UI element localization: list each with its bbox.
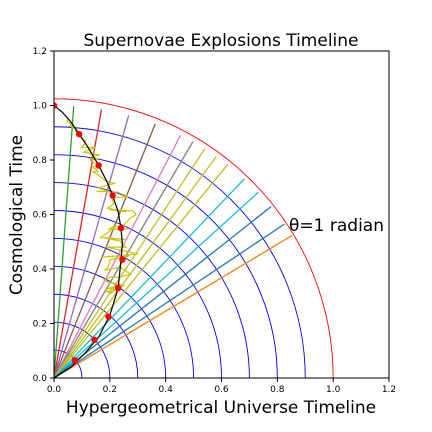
supernova-point <box>115 284 122 292</box>
radial-line <box>54 123 156 378</box>
radial-line <box>54 223 285 378</box>
circle-arc <box>54 98 334 378</box>
y-tick-label: 1.0 <box>33 102 48 112</box>
x-tick-label: 0.6 <box>214 385 229 395</box>
circle-arc <box>54 210 222 378</box>
radial-line <box>54 235 293 378</box>
circle-arc <box>54 237 195 378</box>
y-tick-label: 0.8 <box>33 156 48 166</box>
supernova-point <box>119 256 126 263</box>
plot-content <box>54 98 334 378</box>
supernova-point <box>109 192 116 199</box>
y-axis-label: Cosmological Time <box>7 135 27 295</box>
radial-line <box>54 115 130 378</box>
x-tick-label: 0.8 <box>270 385 285 395</box>
x-axis-label: Hypergeometrical Universe Timeline <box>66 398 376 418</box>
chart-title: Supernovae Explosions Timeline <box>83 31 358 51</box>
radial-line <box>54 106 75 378</box>
theta-annotation: θ=1 radian <box>289 216 384 236</box>
supernova-point <box>105 313 112 320</box>
circle-arc <box>54 126 306 378</box>
y-tick-label: 0.6 <box>33 211 48 221</box>
y-tick-label: 0.0 <box>33 374 48 384</box>
supernova-point <box>117 224 125 232</box>
x-tick-label: 0.0 <box>47 385 62 395</box>
radial-line <box>54 191 259 378</box>
circle-arc <box>54 154 278 378</box>
axes-frame <box>53 50 390 379</box>
y-tick-label: 0.4 <box>33 265 48 275</box>
plot-area: 0.0 0.2 0.4 0.6 0.8 1.0 1.2 0.0 0.2 0.4 0.6 0.8 1.0 1… <box>33 47 396 395</box>
y-tick-label: 1.2 <box>33 47 47 57</box>
circle-arc <box>54 182 250 378</box>
radial-line <box>54 155 217 378</box>
radial-line <box>54 178 245 378</box>
radial-line <box>54 148 206 378</box>
supernova-point <box>95 162 102 169</box>
y-tick-label: 0.2 <box>33 320 47 330</box>
x-tick-label: 1.2 <box>382 385 396 395</box>
supernova-point <box>91 336 98 344</box>
circle-arc <box>54 265 167 378</box>
x-tick-label: 1.0 <box>326 385 341 395</box>
x-tick-label: 0.4 <box>159 385 174 395</box>
supernova-point <box>75 130 83 138</box>
x-tick-label: 0.2 <box>103 385 117 395</box>
supernova-point <box>54 102 58 109</box>
circle-arc <box>54 293 139 378</box>
radial-line <box>54 164 229 378</box>
radial-line <box>54 206 272 378</box>
supernova-point <box>71 357 79 364</box>
